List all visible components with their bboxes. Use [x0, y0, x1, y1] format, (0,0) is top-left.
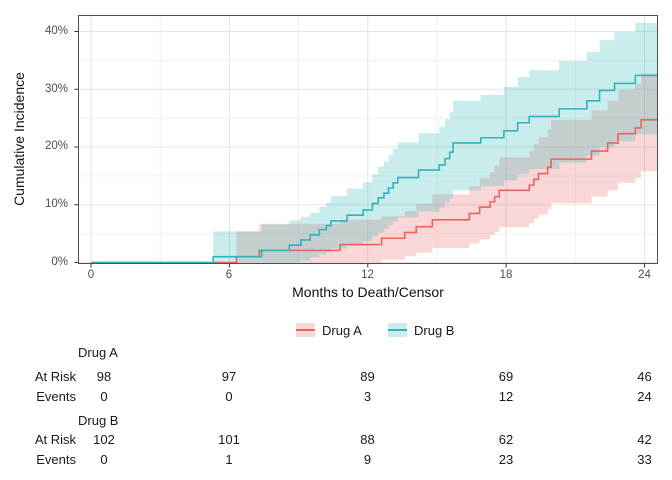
y-tick-label-30: 30%: [44, 83, 68, 95]
at-risk-b-t24: 42: [637, 432, 652, 447]
at-risk-a-t24: 46: [637, 369, 652, 384]
events-a-t24: 24: [637, 389, 652, 404]
y-tick-label-40: 40%: [44, 25, 68, 37]
at-risk-a-t6: 97: [221, 369, 237, 384]
y-tick-label-20: 20%: [44, 140, 68, 152]
events-a-t6: 0: [225, 389, 233, 404]
at-risk-b-t0: 102: [93, 432, 115, 447]
events-a-t12: 3: [363, 389, 372, 404]
legend-key-drug-b: [388, 323, 407, 337]
at-risk-b-t6: 101: [218, 432, 240, 447]
y-axis-title: Cumulative Incidence: [11, 72, 27, 206]
x-tick-label-6: 6: [225, 269, 233, 281]
risk-table-row-label-events-b: Events: [36, 452, 76, 467]
legend-key-drug-a: [296, 323, 315, 337]
legend-label-drug-b: Drug B: [414, 323, 455, 338]
events-a-t18: 12: [498, 389, 514, 404]
risk-table-group-drug-b: Drug B: [78, 413, 119, 428]
legend-line-drug-a-icon: [296, 329, 315, 331]
x-tick-label-0: 0: [87, 269, 95, 281]
at-risk-a-t12: 89: [360, 369, 375, 384]
events-b-t18: 23: [498, 452, 514, 467]
events-b-t6: 1: [225, 452, 233, 467]
x-tick-label-12: 12: [361, 269, 374, 281]
risk-table-row-label-events-a: Events: [36, 389, 76, 404]
x-tick-label-24: 24: [638, 269, 651, 281]
x-axis-title: Months to Death/Censor: [292, 284, 444, 300]
y-tick-label-10: 10%: [44, 198, 68, 210]
risk-table-row-label-at-risk-a: At Risk: [34, 369, 76, 384]
at-risk-b-t18: 62: [498, 432, 514, 447]
events-b-t24: 33: [637, 452, 652, 467]
events-b-t12: 9: [363, 452, 372, 467]
risk-table-group-drug-a: Drug A: [78, 344, 118, 360]
events-a-t0: 0: [100, 389, 108, 404]
risk-table-row-label-at-risk-b: At Risk: [34, 432, 76, 447]
x-tick-label-18: 18: [499, 269, 513, 281]
y-tick-label-0: 0%: [51, 256, 68, 268]
at-risk-a-t0: 98: [96, 369, 112, 384]
events-b-t0: 0: [100, 452, 108, 467]
legend-line-drug-b-icon: [388, 329, 407, 331]
at-risk-a-t18: 69: [498, 369, 514, 384]
legend-label-drug-a: Drug A: [322, 323, 362, 338]
at-risk-b-t12: 88: [360, 432, 375, 447]
